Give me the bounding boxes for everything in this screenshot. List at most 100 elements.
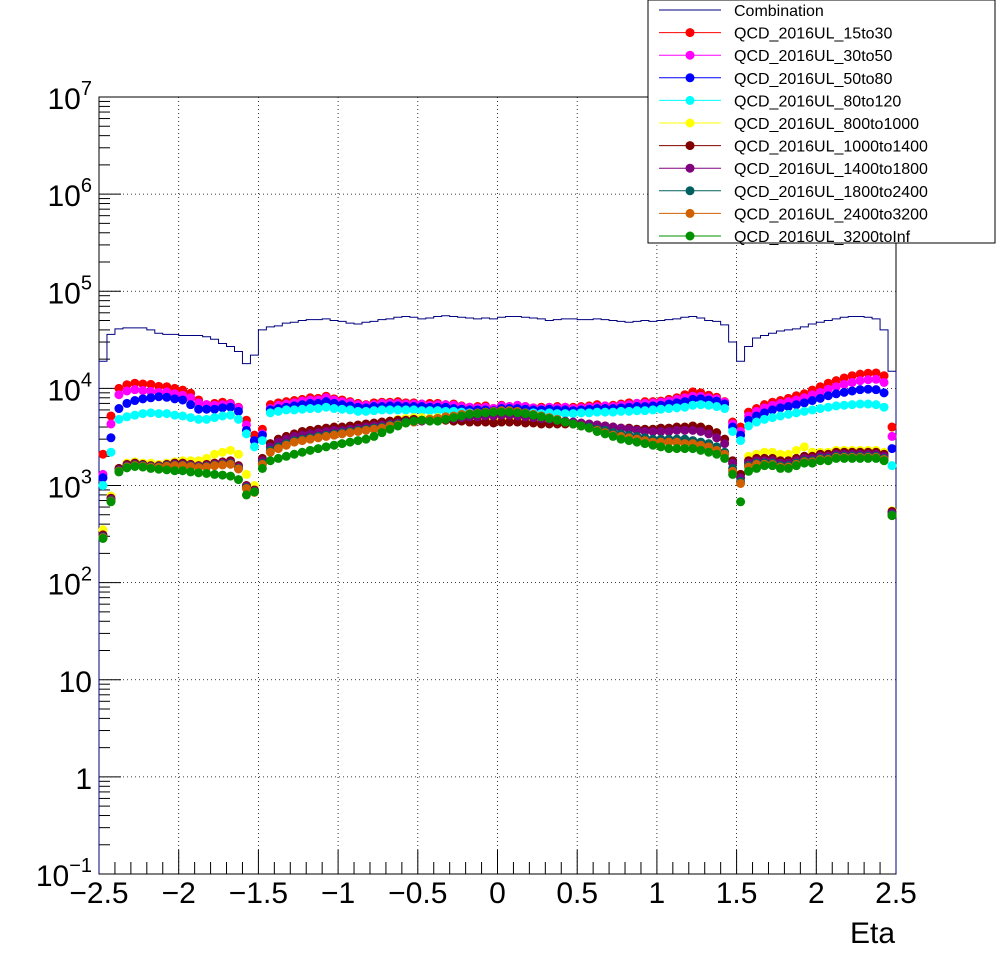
data-point <box>401 405 411 415</box>
legend-entry: QCD_2016UL_30to50 <box>659 48 892 65</box>
data-point <box>114 404 124 414</box>
data-point <box>106 411 116 421</box>
data-point <box>241 490 251 500</box>
data-point <box>823 391 833 401</box>
data-point <box>218 460 228 470</box>
data-point <box>194 414 204 424</box>
data-point <box>592 407 602 417</box>
data-point <box>218 411 228 421</box>
data-point <box>114 414 124 424</box>
data-point <box>353 406 363 416</box>
data-point <box>329 404 339 414</box>
data-point <box>178 466 188 476</box>
data-point <box>560 409 570 419</box>
data-point <box>767 447 777 457</box>
data-point <box>688 400 698 410</box>
data-point <box>122 463 132 473</box>
data-point <box>329 430 339 440</box>
data-point <box>624 436 634 446</box>
data-point <box>130 385 140 395</box>
x-tick-label: 0 <box>489 877 506 910</box>
data-point <box>728 426 738 436</box>
data-point <box>337 404 347 414</box>
data-point <box>887 461 897 471</box>
data-point <box>226 471 236 481</box>
data-point <box>680 402 690 412</box>
data-point <box>114 467 124 477</box>
data-point <box>592 426 602 436</box>
data-point <box>712 433 722 443</box>
legend-label: QCD_2016UL_30to50 <box>734 48 892 65</box>
legend-entry: QCD_2016UL_1800to2400 <box>659 184 928 201</box>
x-tick-label: 0.5 <box>556 877 598 910</box>
y-tick-label: 102 <box>48 564 93 602</box>
data-point <box>146 379 156 389</box>
data-point <box>775 463 785 473</box>
data-point <box>162 465 172 475</box>
data-point <box>265 447 275 457</box>
legend-label: QCD_2016UL_3200toInf <box>734 229 911 246</box>
data-point <box>799 442 809 452</box>
data-point <box>265 456 275 466</box>
data-point <box>807 458 817 468</box>
data-point <box>138 386 148 396</box>
data-point <box>146 463 156 473</box>
data-point <box>704 400 714 410</box>
data-point <box>672 425 682 435</box>
data-point <box>457 411 467 421</box>
data-point <box>672 403 682 413</box>
data-point <box>233 406 243 416</box>
data-point <box>704 429 714 439</box>
data-point <box>855 399 865 409</box>
data-point <box>815 393 825 403</box>
x-tick-label: 1.5 <box>716 877 758 910</box>
data-point <box>265 408 275 418</box>
data-point <box>775 411 785 421</box>
data-point <box>576 408 586 418</box>
data-point <box>831 382 841 392</box>
legend-entry: QCD_2016UL_1000to1400 <box>659 139 928 156</box>
data-point <box>863 375 873 385</box>
x-tick-label: −1 <box>321 877 355 910</box>
y-tick-label: 10 <box>59 666 92 699</box>
data-point <box>162 409 172 419</box>
legend-swatch-marker <box>685 118 695 128</box>
data-point <box>847 377 857 387</box>
data-point <box>361 406 371 416</box>
data-point <box>576 421 586 431</box>
data-point <box>632 437 642 447</box>
data-point <box>170 410 180 420</box>
data-point <box>489 407 499 417</box>
data-point <box>417 415 427 425</box>
data-point <box>648 405 658 415</box>
data-point <box>831 453 841 463</box>
data-point <box>337 429 347 439</box>
data-point <box>863 384 873 394</box>
x-tick-label: 2 <box>808 877 825 910</box>
axis-ticks <box>98 100 897 875</box>
data-point <box>297 404 307 414</box>
data-point <box>226 402 236 412</box>
data-point <box>600 407 610 417</box>
data-point <box>664 437 674 447</box>
data-point <box>154 464 164 474</box>
legend-swatch-marker <box>685 73 695 83</box>
data-point <box>640 439 650 449</box>
data-point <box>608 407 618 417</box>
data-point <box>154 409 164 419</box>
data-point <box>712 449 722 459</box>
data-point <box>672 444 682 454</box>
data-point <box>138 462 148 472</box>
data-point <box>449 413 459 423</box>
series-qcd-2016ul-3200toinf <box>98 407 897 543</box>
data-point <box>871 453 881 463</box>
data-point <box>361 434 371 444</box>
data-point <box>736 478 746 488</box>
legend-entry: QCD_2016UL_800to1000 <box>659 116 919 133</box>
legend-swatch-marker <box>685 231 695 241</box>
data-point <box>289 437 299 447</box>
data-point <box>632 406 642 416</box>
data-point <box>799 398 809 408</box>
data-point <box>783 449 793 459</box>
data-point <box>321 431 331 441</box>
